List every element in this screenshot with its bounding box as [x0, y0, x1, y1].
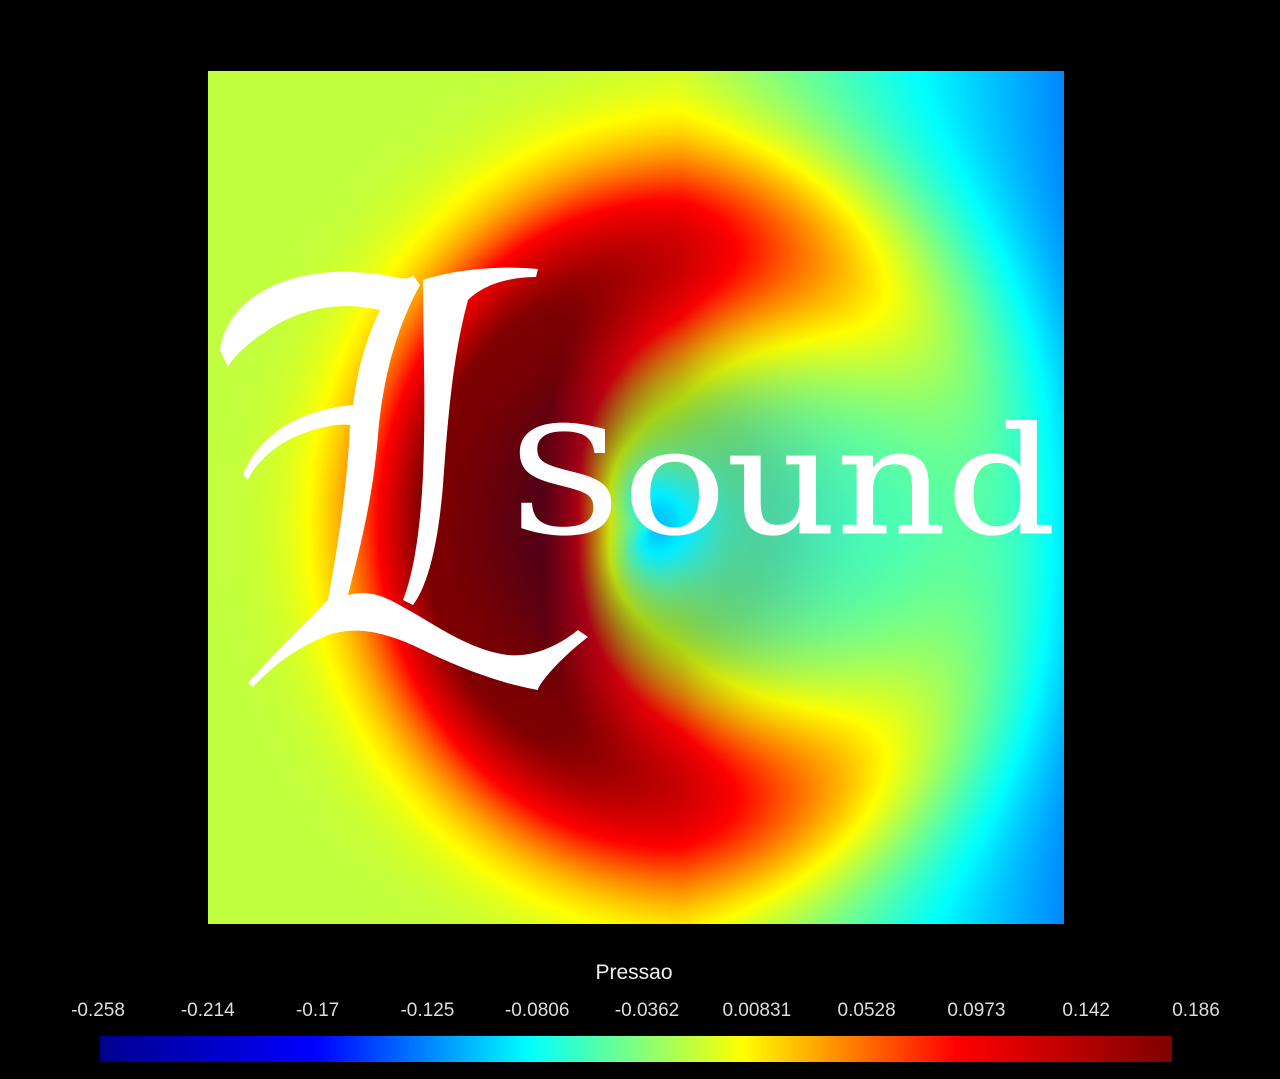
colorbar-tick-label: 0.186	[1172, 1000, 1220, 1021]
colorbar-ticks: -0.258 -0.214 -0.17 -0.125 -0.0806 -0.0362 0.0…	[0, 1000, 1280, 1028]
colorbar-tick-label: -0.214	[180, 1000, 235, 1021]
colorbar-tick-label: 0.142	[1062, 1000, 1110, 1021]
colorbar-tick-label: 0.00831	[722, 1000, 792, 1021]
logo-initial-l	[220, 267, 588, 690]
colorbar-tick-label: -0.258	[71, 1000, 125, 1021]
colorbar-tick-label: -0.0806	[504, 1000, 570, 1021]
colorbar	[100, 1036, 1172, 1062]
colorbar-tick-label: -0.0362	[614, 1000, 680, 1021]
lsound-logo: Sound	[220, 267, 1057, 690]
colorbar-tick-label: -0.17	[295, 1000, 340, 1021]
colorbar-tick-label: 0.0973	[947, 1000, 1006, 1021]
colorbar-tick-label: 0.0528	[837, 1000, 896, 1021]
colorbar-tick-label: -0.125	[400, 1000, 455, 1021]
logo-word-sound: Sound	[506, 396, 1056, 568]
colorbar-label: Pressao	[595, 961, 673, 984]
